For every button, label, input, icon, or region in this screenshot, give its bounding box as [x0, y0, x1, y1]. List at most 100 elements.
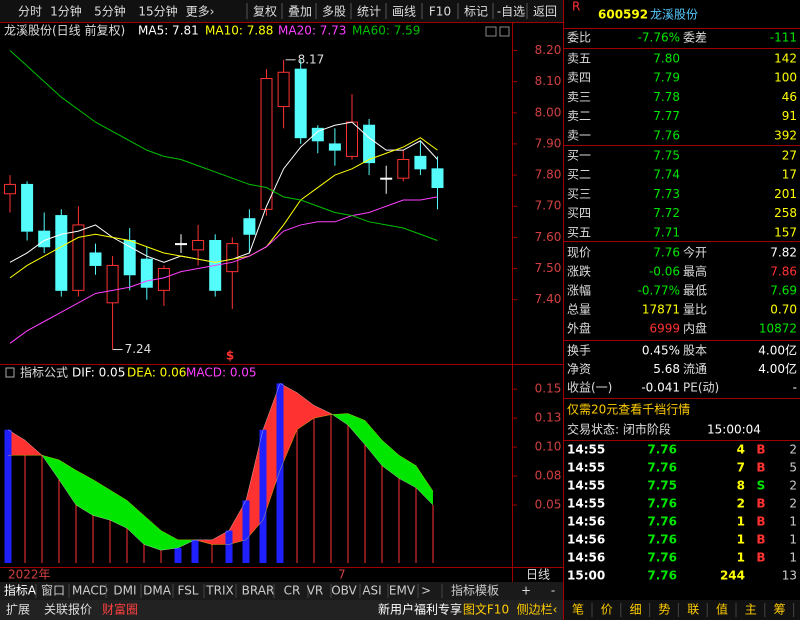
tick-volume: 8 — [737, 479, 745, 493]
bottom-button[interactable]: 关联报价 — [44, 602, 92, 617]
toolbar-button[interactable]: 5分钟 — [94, 4, 126, 19]
tick-time: 15:00 — [567, 569, 605, 583]
indicator-tab[interactable]: BRAR — [242, 584, 275, 598]
indicator-tab[interactable]: 指标模板 — [451, 583, 499, 598]
macd-band — [8, 429, 25, 456]
tick-price: 7.75 — [647, 479, 677, 493]
indicator-tab[interactable]: 窗口 — [41, 584, 65, 598]
indicator-tab[interactable]: DMA — [143, 584, 172, 598]
macd-bar — [191, 539, 199, 563]
tick-price: 7.76 — [647, 443, 677, 457]
window-icon[interactable] — [485, 26, 497, 37]
field-label: 委比 — [567, 31, 591, 45]
toolbar-button[interactable]: 复权 — [253, 5, 277, 19]
toolbar-button[interactable]: -自选 — [497, 5, 525, 19]
bottom-button[interactable]: 侧边栏‹ — [517, 602, 558, 617]
status: 交易状态: 闭市阶段 — [567, 422, 671, 437]
bottom-button[interactable]: 新用户福利专享 — [378, 602, 462, 617]
indicator-tab[interactable]: > — [421, 584, 431, 598]
macd-band — [161, 530, 178, 551]
y-tick-label: 7.60 — [535, 230, 562, 244]
status-time: 15:00:04 — [707, 423, 761, 437]
period-label: 日线 — [526, 568, 550, 582]
tick-time: 14:56 — [567, 551, 605, 565]
book-label: 买二 — [567, 168, 591, 182]
toolbar-button[interactable]: 返回 — [533, 5, 557, 19]
tick-time: 14:55 — [567, 479, 605, 493]
toolbar-button[interactable]: 更多› — [186, 5, 215, 19]
indicator-tab[interactable]: ASI — [362, 584, 381, 598]
pane-title: 指标公式 — [20, 365, 68, 380]
toolbar-button[interactable]: 画线 — [392, 5, 416, 19]
side-tab[interactable]: 笔 — [572, 602, 584, 617]
macd-bar — [225, 530, 233, 563]
side-tab[interactable]: 势 — [658, 603, 670, 617]
side-tab[interactable]: 筹 — [774, 603, 786, 617]
book-volume: 142 — [774, 52, 797, 66]
side-tab[interactable]: 主 — [745, 603, 757, 617]
toolbar-button[interactable]: 叠加 — [288, 5, 312, 19]
tick-count: 1 — [789, 515, 797, 529]
promo[interactable]: 仅需20元查看千档行情 — [567, 403, 690, 417]
toolbar-button[interactable]: F10 — [429, 5, 451, 19]
toolbar-button[interactable]: 15分钟 — [138, 4, 177, 19]
x-axis-label: 7 — [338, 568, 346, 582]
indicator-tab[interactable]: MACD — [72, 584, 108, 598]
macd-band — [416, 465, 433, 506]
candle-body — [175, 243, 187, 246]
tick-time: 14:55 — [567, 497, 605, 511]
toolbar-button[interactable]: 统计 — [357, 5, 381, 19]
candle-body — [363, 124, 376, 164]
tick-time: 14:55 — [567, 461, 605, 475]
macd-band — [297, 392, 314, 430]
tick-side: B — [756, 497, 765, 511]
side-tabs-bg — [563, 600, 800, 620]
macd-band — [76, 470, 93, 516]
field-label: 收益(一) — [567, 381, 612, 395]
macd-band — [127, 500, 144, 545]
field-value: 7.86 — [770, 265, 797, 279]
field-value: -0.041 — [641, 381, 680, 395]
indicator-tab[interactable]: FSL — [178, 584, 199, 598]
macd-band — [314, 405, 331, 419]
bottom-button[interactable]: 扩展 — [6, 603, 30, 617]
window-icon[interactable] — [499, 26, 510, 37]
toolbar-button[interactable]: 标记 — [464, 5, 488, 19]
field-label: 最低 — [683, 284, 707, 298]
candle-body — [89, 252, 102, 266]
y-tick-label: 7.50 — [535, 261, 562, 275]
macd-bar — [276, 383, 284, 563]
toolbar-button[interactable]: 分时 — [18, 5, 42, 19]
book-volume: 258 — [774, 206, 797, 220]
candle-body — [21, 183, 34, 232]
side-tab[interactable]: 细 — [630, 603, 642, 617]
toolbar-button[interactable]: 多股 — [322, 5, 346, 19]
chart-title: 龙溪股份(日线 前复权) — [4, 23, 125, 38]
bottom-bar-bg — [0, 600, 563, 620]
indicator-tab[interactable]: DMI — [113, 584, 136, 598]
zoom-button[interactable]: + — [521, 584, 531, 598]
indicator-tab[interactable]: CR — [284, 584, 301, 598]
indicator-tab[interactable]: 指标A — [4, 583, 37, 598]
bottom-button[interactable]: 图文F10 — [463, 602, 509, 617]
book-price: 7.71 — [653, 225, 680, 239]
book-price: 7.80 — [653, 52, 680, 66]
tick-price: 7.76 — [647, 461, 677, 475]
side-tab[interactable]: 联 — [687, 603, 699, 617]
toolbar-button[interactable]: 1分钟 — [50, 4, 82, 19]
indicator-tab[interactable]: VR — [307, 584, 324, 598]
bottom-button[interactable]: 财富圈 — [102, 602, 138, 617]
candle-body — [414, 155, 427, 170]
field-label: 现价 — [567, 246, 591, 260]
macd-band — [246, 429, 263, 540]
side-tab[interactable]: 值 — [716, 602, 728, 617]
field-value: -0.77% — [638, 284, 680, 298]
book-price: 7.72 — [653, 206, 680, 220]
indicator-tab[interactable]: TRIX — [205, 584, 233, 598]
indicator-tab[interactable]: OBV — [331, 584, 357, 598]
indicator-tab[interactable]: EMV — [389, 584, 416, 598]
field-label: 量比 — [683, 303, 707, 317]
annotation: 7.24 — [125, 342, 152, 356]
zoom-button[interactable]: - — [551, 584, 555, 598]
side-tab[interactable]: 价 — [601, 603, 613, 617]
